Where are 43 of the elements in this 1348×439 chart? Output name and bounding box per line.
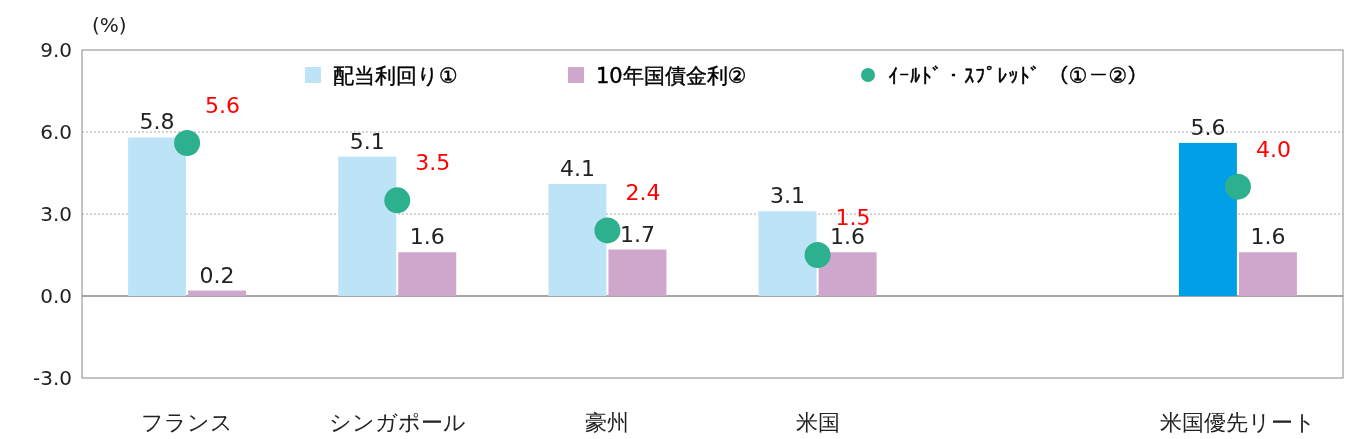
bar [1238, 252, 1297, 296]
point [384, 187, 411, 214]
x-tick-label: 米国優先リート [1159, 410, 1316, 435]
legend-label: 配当利回り① [333, 64, 458, 88]
data-label: 1.6 [830, 224, 866, 250]
y-tick-label: 3.0 [40, 202, 72, 226]
bar [1178, 142, 1237, 296]
bar [398, 252, 457, 296]
y-tick-label: 0.0 [40, 284, 72, 308]
data-label: 5.6 [1190, 114, 1226, 140]
data-label: 3.1 [770, 183, 806, 209]
point [174, 129, 201, 156]
point [1224, 173, 1251, 200]
legend-label: ｲｰﾙﾄﾞ・ｽﾌﾟﾚｯﾄﾞ （①－②） [888, 64, 1149, 88]
y-tick-label: 9.0 [40, 38, 72, 62]
data-label: 4.1 [559, 155, 595, 181]
bar [818, 252, 877, 296]
x-tick-label: 米国 [795, 410, 840, 435]
y-axis-title: (%) [92, 13, 127, 37]
data-label: 0.2 [199, 262, 235, 288]
y-tick-label: -3.0 [32, 366, 72, 390]
data-label: 1.6 [1250, 224, 1286, 250]
data-label: 3.5 [415, 150, 451, 176]
data-label: 4.0 [1255, 136, 1291, 162]
bar [188, 290, 247, 296]
x-tick-label: フランス [141, 410, 234, 435]
bar [338, 156, 397, 296]
data-label: 1.6 [409, 224, 445, 250]
point [594, 217, 621, 244]
y-tick-label: 6.0 [40, 120, 72, 144]
bar [608, 249, 667, 296]
bar [548, 183, 607, 296]
x-tick-label: 豪州 [585, 410, 630, 435]
data-label: 5.6 [205, 92, 241, 118]
data-label: 5.1 [349, 128, 385, 154]
data-label: 1.7 [619, 221, 655, 247]
bar [128, 137, 187, 296]
data-label: 2.4 [625, 180, 661, 206]
legend-label: 10年国債金利② [596, 64, 747, 88]
x-tick-label: シンガポール [328, 410, 466, 435]
point [804, 242, 831, 268]
data-label: 5.8 [139, 109, 175, 135]
bar [758, 211, 817, 296]
